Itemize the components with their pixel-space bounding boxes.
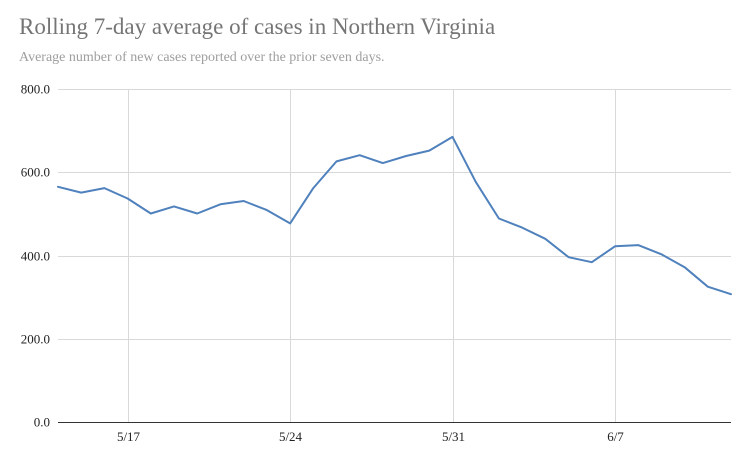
data-point <box>150 212 152 214</box>
data-point <box>475 181 477 183</box>
y-tick-label: 400.0 <box>21 249 50 264</box>
x-tick-label: 5/17 <box>117 429 141 444</box>
data-point <box>683 266 685 268</box>
y-tick-label: 0.0 <box>34 415 50 430</box>
chart-title: Rolling 7-day average of cases in Northe… <box>19 14 496 39</box>
y-tick-label: 200.0 <box>21 332 50 347</box>
data-point <box>637 244 639 246</box>
data-point <box>405 155 407 157</box>
data-point <box>266 209 268 211</box>
data-point <box>451 136 453 138</box>
data-point <box>196 212 198 214</box>
data-point <box>660 253 662 255</box>
x-tick-label: 5/24 <box>279 429 303 444</box>
data-point <box>498 217 500 219</box>
y-tick-label: 600.0 <box>21 165 50 180</box>
data-point <box>219 203 221 205</box>
data-point <box>126 197 128 199</box>
data-point <box>335 160 337 162</box>
chart-subtitle: Average number of new cases reported ove… <box>19 50 385 65</box>
data-point <box>80 191 82 193</box>
data-point <box>359 154 361 156</box>
data-point <box>730 293 732 295</box>
series-line <box>57 135 732 296</box>
data-point <box>614 245 616 247</box>
data-point <box>312 187 314 189</box>
data-point <box>521 226 523 228</box>
data-point <box>173 205 175 207</box>
data-point <box>544 238 546 240</box>
data-point <box>289 222 291 224</box>
data-point <box>243 200 245 202</box>
data-point <box>567 256 569 258</box>
data-point <box>428 149 430 151</box>
x-tick-label: 5/31 <box>442 429 465 444</box>
x-tick-label: 6/7 <box>607 429 624 444</box>
data-point <box>707 286 709 288</box>
y-tick-label: 800.0 <box>21 82 50 97</box>
data-point <box>103 187 105 189</box>
data-point <box>57 186 59 188</box>
data-point <box>382 162 384 164</box>
data-point <box>591 261 593 263</box>
